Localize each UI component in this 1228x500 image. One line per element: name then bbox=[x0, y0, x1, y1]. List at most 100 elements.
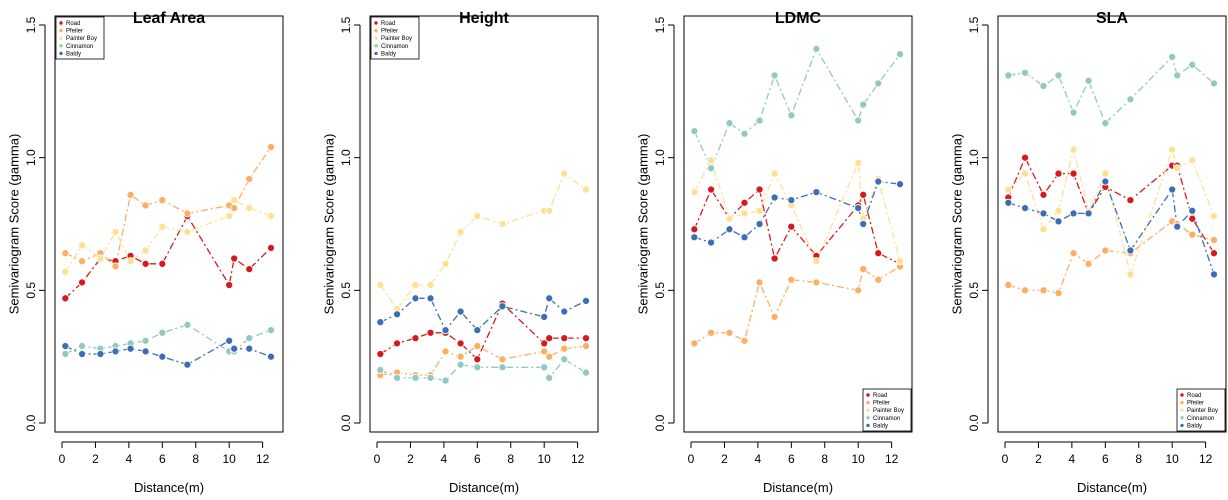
x-tick-label: 12 bbox=[571, 452, 585, 466]
data-point bbox=[1173, 164, 1182, 173]
y-tick-label: 1.5 bbox=[653, 16, 667, 33]
data-point bbox=[740, 233, 749, 242]
legend-marker bbox=[374, 21, 378, 25]
data-point bbox=[854, 286, 863, 295]
series-line bbox=[1008, 55, 1215, 125]
x-tick-label: 0 bbox=[688, 452, 695, 466]
data-point bbox=[755, 116, 764, 125]
data-point bbox=[473, 326, 482, 335]
data-point bbox=[78, 349, 87, 359]
data-point bbox=[1004, 198, 1013, 207]
data-point bbox=[1126, 246, 1135, 255]
legend-label: Baldy bbox=[66, 51, 81, 57]
x-axis-label: Distance(m) bbox=[134, 480, 204, 495]
data-point bbox=[1021, 68, 1030, 77]
data-point bbox=[740, 209, 749, 218]
data-point bbox=[78, 241, 87, 250]
data-point bbox=[411, 373, 420, 382]
data-point bbox=[545, 294, 554, 303]
y-tick-label: 1.0 bbox=[653, 149, 667, 166]
data-point bbox=[473, 211, 482, 221]
x-tick-label: 10 bbox=[223, 452, 237, 466]
data-point bbox=[1069, 108, 1078, 117]
y-tick-label: 0.5 bbox=[653, 282, 667, 299]
x-axis-label: Distance(m) bbox=[763, 480, 833, 495]
data-point bbox=[1054, 71, 1063, 80]
series-line bbox=[65, 146, 272, 268]
data-point bbox=[1188, 230, 1197, 239]
x-tick-label: 8 bbox=[192, 452, 199, 466]
x-axis-label: Distance(m) bbox=[1077, 480, 1147, 495]
legend-label: Road bbox=[1187, 393, 1201, 399]
data-point bbox=[411, 334, 420, 343]
legend-marker bbox=[866, 408, 870, 412]
legend-marker bbox=[59, 21, 63, 25]
data-point bbox=[456, 227, 465, 237]
data-point bbox=[560, 334, 569, 343]
legend-marker bbox=[866, 416, 870, 420]
legend-marker bbox=[59, 28, 63, 33]
legend-label: Road bbox=[381, 21, 395, 27]
data-point bbox=[854, 158, 863, 168]
data-point bbox=[859, 190, 868, 199]
y-tick-label: 0.5 bbox=[339, 282, 353, 299]
data-point bbox=[245, 334, 254, 343]
data-point bbox=[473, 342, 482, 351]
data-point bbox=[874, 79, 883, 88]
legend-label: Pfeiler bbox=[381, 29, 398, 35]
y-tick-label: 0.0 bbox=[967, 414, 981, 431]
data-point bbox=[812, 188, 821, 197]
data-point bbox=[581, 368, 591, 377]
data-point bbox=[895, 180, 905, 189]
data-point bbox=[1021, 169, 1030, 178]
legend-label: Pfeiler bbox=[1187, 401, 1204, 407]
x-tick-label: 10 bbox=[852, 452, 866, 466]
data-point bbox=[498, 355, 507, 364]
data-point bbox=[456, 360, 465, 369]
y-axis-label: Semivariogram Score (gamma) bbox=[321, 134, 336, 315]
data-point bbox=[787, 111, 796, 120]
legend-marker bbox=[1180, 400, 1184, 405]
legend-label: Cinnamon bbox=[1187, 416, 1214, 422]
data-point bbox=[545, 206, 554, 215]
legend-marker bbox=[1180, 408, 1184, 412]
data-point bbox=[111, 262, 120, 271]
data-point bbox=[78, 278, 87, 287]
data-point bbox=[1101, 177, 1110, 186]
data-point bbox=[560, 169, 569, 178]
data-point bbox=[393, 373, 402, 382]
data-point bbox=[498, 219, 507, 229]
legend-label: Cinnamon bbox=[66, 44, 93, 50]
data-point bbox=[690, 339, 699, 348]
data-point bbox=[1209, 270, 1219, 279]
legend-label: Road bbox=[66, 21, 80, 27]
data-point bbox=[540, 339, 549, 348]
data-point bbox=[770, 254, 779, 263]
data-point bbox=[545, 334, 554, 343]
data-point bbox=[1101, 169, 1110, 178]
y-tick-label: 0.0 bbox=[339, 414, 353, 431]
x-tick-label: 6 bbox=[159, 452, 166, 466]
plot-frame bbox=[997, 15, 1227, 433]
chart-title: Height bbox=[459, 10, 509, 27]
data-point bbox=[707, 156, 716, 165]
data-point bbox=[1039, 209, 1048, 218]
legend-label: Baldy bbox=[381, 51, 396, 57]
data-point bbox=[1039, 81, 1048, 91]
legend-label: Pfeiler bbox=[66, 29, 83, 35]
legend-marker bbox=[59, 44, 63, 48]
data-point bbox=[854, 116, 863, 125]
data-point bbox=[581, 342, 591, 351]
series-line bbox=[379, 172, 587, 310]
legend-marker bbox=[866, 423, 870, 428]
data-point bbox=[266, 352, 276, 361]
data-point bbox=[183, 209, 192, 218]
data-point bbox=[376, 365, 385, 374]
series-line bbox=[379, 302, 586, 361]
series-line bbox=[693, 265, 901, 344]
data-point bbox=[456, 339, 465, 348]
data-point bbox=[859, 219, 868, 229]
data-point bbox=[1084, 76, 1093, 85]
data-point bbox=[874, 249, 883, 258]
legend-label: Painter Boy bbox=[66, 36, 97, 42]
